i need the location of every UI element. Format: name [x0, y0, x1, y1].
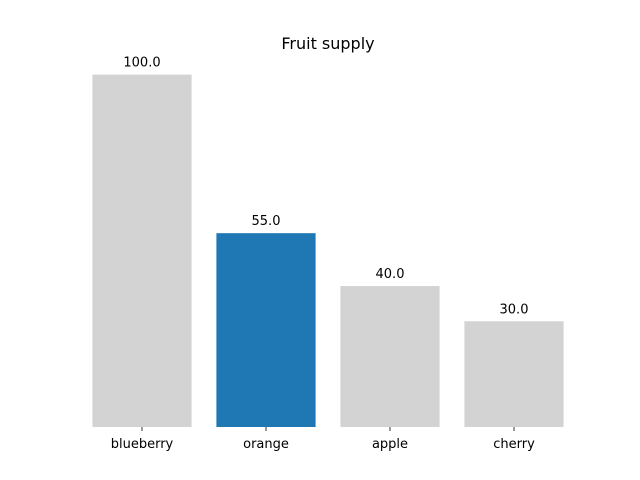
- x-tick-labels: blueberry orange apple cherry: [111, 437, 535, 452]
- bar-cherry: [464, 321, 564, 427]
- x-tick-label-orange: orange: [243, 437, 289, 452]
- x-tick-label-apple: apple: [372, 437, 408, 452]
- value-labels: 100.0 55.0 40.0 30.0: [123, 56, 528, 318]
- bar-blueberry: [92, 74, 192, 428]
- value-label-cherry: 30.0: [500, 302, 529, 317]
- bar-apple: [340, 286, 440, 427]
- x-tick-label-blueberry: blueberry: [111, 437, 174, 452]
- bars: [92, 74, 564, 428]
- x-axis: [141, 427, 515, 431]
- x-tick-label-cherry: cherry: [493, 437, 535, 452]
- bar-orange: [216, 233, 316, 427]
- chart-title: Fruit supply: [281, 34, 374, 53]
- value-label-orange: 55.0: [252, 214, 281, 229]
- value-label-blueberry: 100.0: [123, 56, 160, 71]
- value-label-apple: 40.0: [376, 267, 405, 282]
